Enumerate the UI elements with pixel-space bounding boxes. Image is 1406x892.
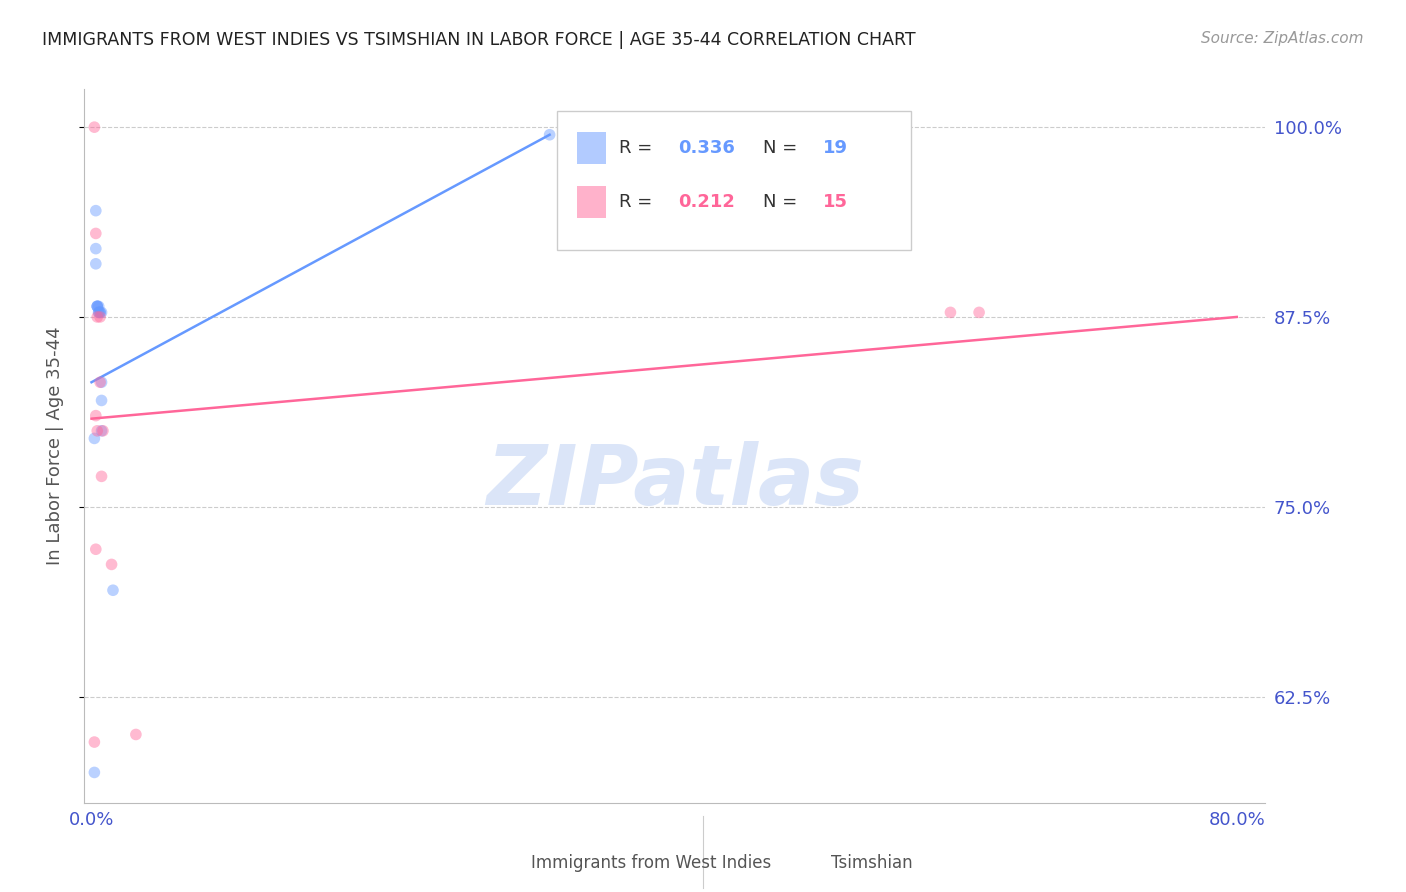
- Point: [101, 583, 124, 598]
- Point: [84, 227, 107, 241]
- Point: [83, 120, 105, 135]
- Text: 0.212: 0.212: [679, 193, 735, 211]
- Text: N =: N =: [763, 139, 803, 157]
- Point: [90, 376, 112, 390]
- Point: [84, 242, 107, 256]
- Text: N =: N =: [763, 193, 803, 211]
- Text: R =: R =: [620, 139, 658, 157]
- Point: [89, 310, 111, 324]
- Text: R =: R =: [620, 193, 658, 211]
- Point: [84, 542, 107, 557]
- Point: [967, 305, 990, 319]
- Point: [83, 735, 105, 749]
- Text: Source: ZipAtlas.com: Source: ZipAtlas.com: [1201, 31, 1364, 46]
- Point: [91, 424, 114, 438]
- Text: IMMIGRANTS FROM WEST INDIES VS TSIMSHIAN IN LABOR FORCE | AGE 35-44 CORRELATION : IMMIGRANTS FROM WEST INDIES VS TSIMSHIAN…: [42, 31, 915, 49]
- Text: Tsimshian: Tsimshian: [831, 855, 912, 872]
- Point: [86, 299, 108, 313]
- Bar: [576, 186, 606, 218]
- Point: [89, 305, 111, 319]
- Point: [125, 727, 148, 741]
- Point: [90, 469, 112, 483]
- Point: [86, 299, 108, 313]
- Text: Immigrants from West Indies: Immigrants from West Indies: [531, 855, 772, 872]
- Text: ZIPatlas: ZIPatlas: [486, 442, 863, 522]
- Point: [86, 310, 108, 324]
- Point: [100, 558, 122, 572]
- Point: [84, 257, 107, 271]
- Point: [89, 376, 111, 390]
- Text: 15: 15: [823, 193, 848, 211]
- Point: [89, 305, 111, 319]
- Point: [86, 424, 108, 438]
- Point: [84, 203, 107, 218]
- Point: [86, 299, 108, 313]
- Point: [84, 409, 107, 423]
- Text: 0.336: 0.336: [679, 139, 735, 157]
- Bar: [576, 132, 606, 164]
- Text: 19: 19: [823, 139, 848, 157]
- Point: [87, 299, 110, 313]
- Point: [83, 431, 105, 445]
- Point: [90, 393, 112, 408]
- Point: [90, 305, 112, 319]
- Y-axis label: In Labor Force | Age 35-44: In Labor Force | Age 35-44: [45, 326, 63, 566]
- FancyBboxPatch shape: [557, 111, 911, 250]
- Point: [87, 305, 110, 319]
- Point: [538, 128, 561, 142]
- Point: [939, 305, 962, 319]
- Point: [90, 424, 112, 438]
- Point: [83, 765, 105, 780]
- Point: [87, 305, 110, 319]
